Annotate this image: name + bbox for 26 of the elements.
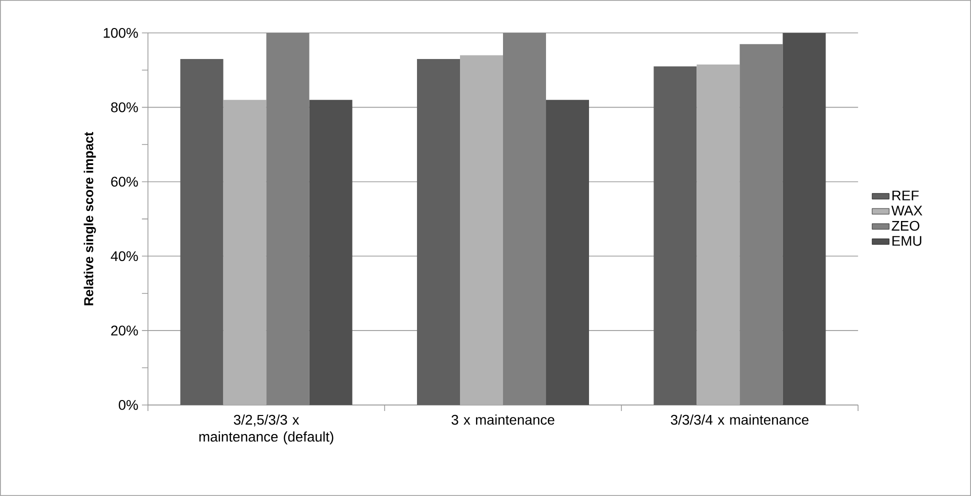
y-tick-label: 80% <box>111 102 138 112</box>
bar <box>180 58 224 406</box>
bar <box>654 66 697 406</box>
y-tick-label: 60% <box>111 176 138 187</box>
bar <box>416 58 460 406</box>
y-tick-label: 20% <box>111 326 138 336</box>
legend-label: WAX <box>891 206 922 216</box>
bar <box>266 32 310 406</box>
y-tick-label: 100% <box>104 28 138 38</box>
bar <box>696 64 740 406</box>
legend-label: ZEO <box>892 220 920 231</box>
y-tick-label: 40% <box>110 251 138 262</box>
bar <box>309 100 352 406</box>
bar <box>223 100 266 406</box>
x-tick-label: 3/3/3/4 x maintenance <box>670 414 808 425</box>
bar <box>740 44 783 406</box>
bar <box>503 32 546 406</box>
x-tick-label: 3 x maintenance <box>452 414 554 425</box>
bar <box>782 32 826 406</box>
x-tick-label: 3/2,5/3/3 x maintenance (default) <box>199 414 334 444</box>
bar <box>460 55 504 406</box>
legend-label: EMU <box>892 236 922 246</box>
y-tick-label: 0% <box>118 400 138 410</box>
legend-label: REF <box>892 190 919 200</box>
y-axis-title: Relative single score impact <box>84 132 96 306</box>
bar <box>546 100 590 406</box>
